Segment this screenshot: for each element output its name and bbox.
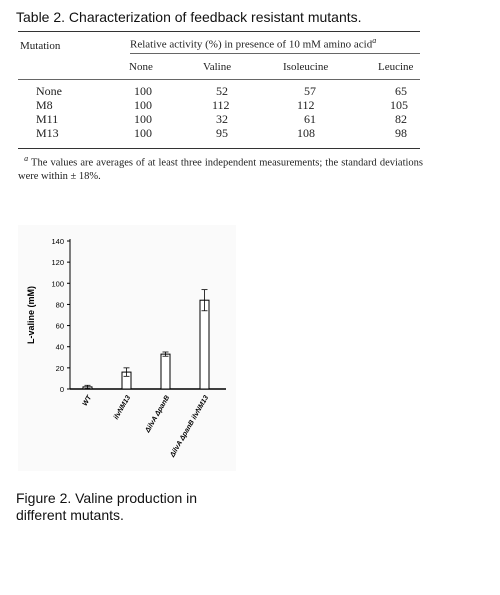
cell-none: 100 [134, 84, 152, 98]
cell-none: 100 [134, 98, 152, 112]
x-tick-label: ΔilvA ΔpanB [144, 395, 171, 435]
activity-span-header: Relative activity (%) in presence of 10 … [130, 36, 376, 51]
table-header-row-2: None Valine Isoleucine Leucine [18, 58, 420, 79]
y-tick-label: 100 [51, 279, 64, 288]
mutation-column-header: Mutation [20, 40, 61, 52]
bar [199, 299, 210, 390]
row-mutation: M11 [36, 112, 59, 126]
figure-panel: 0 20 40 60 80 100 120 140 L-valine (mM) WT ilvNM13… [18, 225, 236, 471]
y-tick-label: 0 [60, 385, 64, 394]
column-header-isoleucine: Isoleucine [283, 61, 329, 73]
row-mutation: M13 [36, 126, 59, 140]
table-row: M8 100 112 112 105 [18, 98, 420, 112]
x-tick-label: ilvNM13 [113, 394, 132, 421]
table-top-rule [18, 31, 420, 32]
x-tick-label: ΔilvA ΔpanB ilvNM13 [169, 394, 211, 459]
activity-span-header-text: Relative activity (%) in presence of 10 … [130, 38, 373, 51]
table-bottom-rule [18, 148, 420, 149]
footnote-text: The values are averages of at least thre… [18, 157, 424, 182]
cell-isoleucine: 61 [304, 112, 316, 126]
y-tick-label: 60 [56, 322, 64, 331]
valine-bar-chart: 0 20 40 60 80 100 120 140 L-valine (mM) WT ilvNM13… [26, 237, 226, 459]
cell-leucine: 82 [395, 112, 407, 126]
span-footnote-mark: a [372, 36, 377, 45]
cell-isoleucine: 57 [304, 84, 316, 98]
results-table: Mutation Relative activity (%) in presen… [18, 31, 420, 149]
cell-isoleucine: 112 [297, 98, 315, 112]
y-tick-label: 120 [51, 258, 64, 267]
cell-leucine: 98 [395, 126, 407, 140]
cell-none: 100 [134, 112, 152, 126]
cell-valine: 32 [216, 112, 228, 126]
y-tick-label: 20 [56, 364, 64, 373]
cell-valine: 95 [216, 126, 228, 140]
y-tick-label: 40 [56, 343, 64, 352]
table-title: Table 2. Characterization of feedback re… [16, 9, 362, 25]
cell-valine: 112 [212, 98, 230, 112]
column-header-leucine: Leucine [378, 61, 414, 73]
footnote-mark: a [24, 154, 29, 163]
table-footnote: a The values are averages of at least th… [18, 152, 423, 183]
cell-none: 100 [134, 126, 152, 140]
table-header-row-1: Mutation Relative activity (%) in presen… [18, 32, 420, 58]
table-row: None 100 52 57 65 [18, 84, 420, 98]
cell-leucine: 65 [395, 84, 407, 98]
table-row: M13 100 95 108 98 [18, 126, 420, 140]
y-tick-label: 80 [56, 300, 64, 309]
cell-leucine: 105 [390, 98, 408, 112]
figure-caption: Figure 2. Valine production in different… [16, 490, 198, 523]
x-tick-label: WT [82, 394, 94, 408]
y-tick-label: 140 [51, 237, 64, 246]
row-mutation: M8 [36, 98, 53, 112]
y-axis-label: L-valine (mM) [26, 286, 36, 344]
cell-isoleucine: 108 [297, 126, 315, 140]
bar [160, 353, 171, 390]
table-row: M11 100 32 61 82 [18, 112, 420, 126]
table-body: None 100 52 57 65 M8 100 112 112 105 M11… [18, 84, 420, 148]
table-header-bottom-rule [18, 79, 420, 80]
cell-valine: 52 [216, 84, 228, 98]
row-mutation: None [36, 84, 62, 98]
column-header-none: None [129, 61, 153, 73]
span-header-rule [130, 53, 420, 54]
column-header-valine: Valine [203, 61, 232, 73]
